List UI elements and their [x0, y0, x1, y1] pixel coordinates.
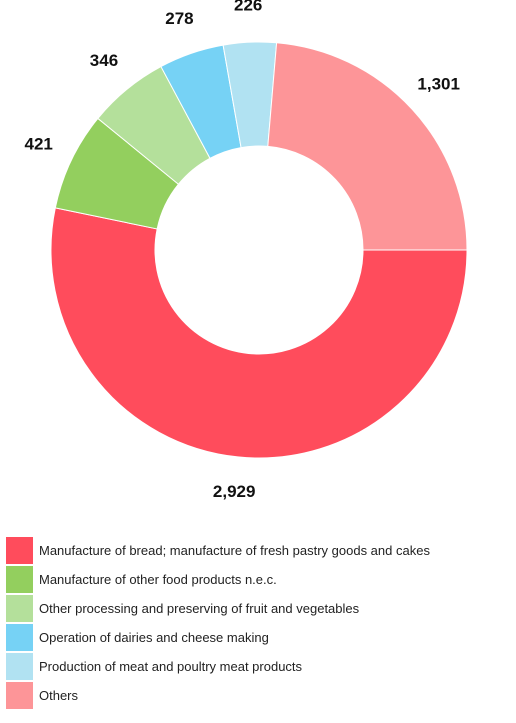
- donut-chart: 2,929 421 346 278 226 1,301: [25, 0, 468, 500]
- slice-others: [267, 42, 468, 251]
- slice-manufacture-of-bread-manufacture-of-fres: [50, 207, 468, 459]
- value-labels: 2,929 421 346 278 226 1,301: [25, 0, 460, 500]
- legend-swatch: [6, 595, 33, 622]
- value-label-production-of-meat-and-poultry-meat-prod: 226: [234, 0, 262, 15]
- legend-swatch: [6, 682, 33, 709]
- legend-item-manufacture-of-other-food-products-n-e-c: Manufacture of other food products n.e.c…: [6, 565, 430, 594]
- legend-item-others: Others: [6, 681, 430, 710]
- value-label-other-processing-and-preserving-of-fruit: 346: [90, 51, 118, 70]
- legend-swatch: [6, 624, 33, 651]
- legend-label: Others: [39, 688, 79, 703]
- value-label-manufacture-of-other-food-products-n-e-c: 421: [25, 135, 53, 154]
- legend-item-operation-of-dairies-and-cheese-making: Operation of dairies and cheese making: [6, 623, 430, 652]
- legend-swatch: [6, 566, 33, 593]
- legend-label: Production of meat and poultry meat prod…: [39, 659, 303, 674]
- legend-swatch: [6, 653, 33, 680]
- legend-item-other-processing-and-preserving-of-fruit: Other processing and preserving of fruit…: [6, 594, 430, 623]
- legend-label: Manufacture of other food products n.e.c…: [39, 572, 277, 587]
- legend-label: Manufacture of bread; manufacture of fre…: [39, 543, 430, 558]
- legend-item-production-of-meat-and-poultry-meat-prod: Production of meat and poultry meat prod…: [6, 652, 430, 681]
- legend-label: Operation of dairies and cheese making: [39, 630, 269, 645]
- donut-slices: [50, 41, 468, 459]
- legend: Manufacture of bread; manufacture of fre…: [6, 536, 430, 710]
- legend-item-manufacture-of-bread-manufacture-of-fres: Manufacture of bread; manufacture of fre…: [6, 536, 430, 565]
- legend-label: Other processing and preserving of fruit…: [39, 601, 360, 616]
- value-label-operation-of-dairies-and-cheese-making: 278: [165, 9, 193, 28]
- value-label-others: 1,301: [417, 74, 460, 93]
- value-label-manufacture-of-bread-manufacture-of-fres: 2,929: [213, 482, 256, 500]
- legend-swatch: [6, 537, 33, 564]
